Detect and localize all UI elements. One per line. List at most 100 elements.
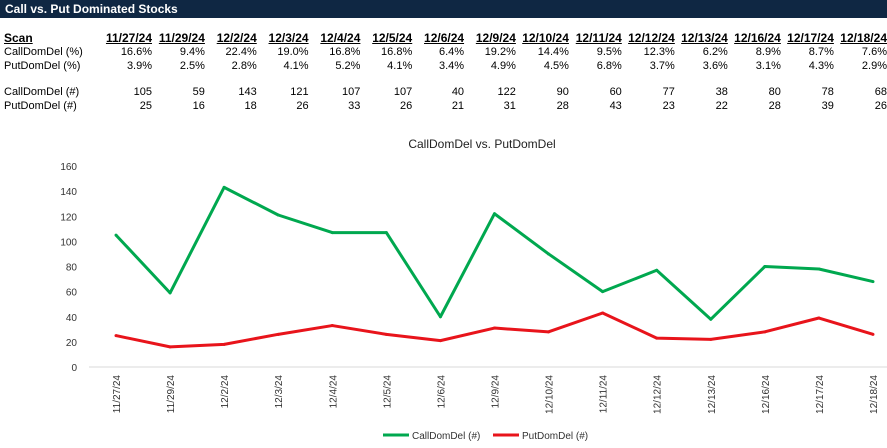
cell: 28 — [556, 100, 569, 112]
sheet-title: Call vs. Put Dominated Stocks — [0, 0, 887, 18]
table-row: CallDomDel (#) 105 59 143 121 107 107 40 122 90 60… — [0, 85, 887, 99]
date-header: 12/2/24 — [216, 30, 257, 45]
cell: 122 — [497, 86, 516, 98]
cell: 4.9% — [490, 60, 516, 72]
x-tick-label: 12/3/24 — [274, 375, 285, 409]
cell: 22.4% — [225, 46, 257, 58]
cell: 19.2% — [484, 46, 516, 58]
scan-label: Scan — [4, 30, 33, 45]
row-label: PutDomDel (#) — [4, 100, 77, 112]
data-point — [168, 291, 172, 295]
cell: 9.4% — [179, 46, 205, 58]
cell: 107 — [342, 86, 361, 98]
data-point — [547, 330, 551, 334]
legend-label: PutDomDel (#) — [522, 431, 588, 442]
data-point — [222, 342, 226, 346]
y-tick-label: 120 — [60, 212, 77, 223]
cell: 12.3% — [643, 46, 675, 58]
line-chart: CallDomDel vs. PutDomDel 0 20 40 60 80 100 120 1… — [60, 137, 887, 442]
data-point — [601, 311, 605, 315]
cell: 143 — [238, 86, 257, 98]
cell: 3.7% — [649, 60, 675, 72]
date-header: 12/3/24 — [268, 30, 309, 45]
y-tick-label: 40 — [66, 313, 78, 324]
data-point — [709, 317, 713, 321]
cell: 2.8% — [231, 60, 257, 72]
cell: 16.8% — [381, 46, 413, 58]
date-header: 12/6/24 — [424, 30, 465, 45]
data-point — [709, 337, 713, 341]
cell: 26 — [399, 100, 413, 112]
header-row: Scan 11/27/24 11/29/24 12/2/24 12/3/24 12/4/2… — [0, 30, 887, 45]
data-point — [763, 330, 767, 334]
date-header: 12/16/24 — [734, 30, 781, 45]
x-tick-label: 12/5/24 — [382, 375, 393, 409]
cell: 18 — [244, 100, 257, 112]
data-point — [763, 265, 767, 268]
table-row: PutDomDel (#) 25 16 18 26 33 26 21 31 28 43 23 22 28 3… — [0, 99, 887, 113]
chart-title: CallDomDel vs. PutDomDel — [408, 137, 555, 151]
cell: 9.5% — [596, 46, 622, 58]
cell: 8.9% — [755, 46, 781, 58]
date-header: 12/11/24 — [575, 30, 622, 45]
cell: 43 — [609, 100, 622, 112]
cell: 4.1% — [283, 60, 309, 72]
cell: 6.8% — [596, 60, 622, 72]
cell: 33 — [348, 100, 361, 112]
cell: 22 — [715, 100, 728, 112]
cell: 3.4% — [438, 60, 465, 72]
data-table: Scan 11/27/24 11/29/24 12/2/24 12/3/24 12/4/2… — [0, 30, 887, 113]
date-header: 12/4/24 — [320, 30, 361, 45]
cell: 78 — [821, 86, 834, 98]
cell: 5.2% — [335, 60, 361, 72]
cell: 25 — [139, 100, 153, 112]
date-header: 12/17/24 — [787, 30, 834, 45]
cell: 38 — [715, 86, 728, 98]
data-point — [384, 231, 388, 235]
y-tick-label: 60 — [66, 288, 78, 299]
x-tick-label: 12/11/24 — [599, 375, 610, 414]
date-header: 12/5/24 — [372, 30, 413, 45]
data-point — [601, 290, 605, 294]
cell: 90 — [556, 86, 569, 98]
cell: 121 — [290, 86, 309, 98]
table-row: PutDomDel (%) 3.9% 2.5% 2.8% 4.1% 5.2% 4.1% 3.4… — [0, 59, 887, 73]
data-point — [222, 185, 226, 189]
data-point — [817, 316, 821, 320]
data-point — [547, 252, 551, 256]
date-header: 12/18/24 — [840, 30, 887, 45]
cell: 6.4% — [438, 46, 465, 58]
y-tick-label: 0 — [71, 363, 77, 374]
cell: 68 — [874, 86, 887, 98]
data-point — [655, 336, 659, 340]
date-header: 12/12/24 — [628, 30, 675, 45]
x-tick-label: 11/27/24 — [112, 375, 123, 414]
y-tick-label: 20 — [66, 338, 78, 349]
cell: 60 — [609, 86, 622, 98]
date-header: 11/27/24 — [105, 30, 153, 45]
series-line-0 — [114, 185, 874, 321]
data-point — [438, 339, 442, 343]
cell: 80 — [768, 86, 781, 98]
x-tick-label: 12/2/24 — [220, 375, 231, 409]
data-point — [276, 213, 280, 217]
cell: 21 — [451, 100, 465, 112]
series-line-1 — [115, 311, 874, 349]
cell: 16.8% — [329, 46, 361, 58]
date-header: 12/9/24 — [475, 30, 516, 45]
x-tick-label: 12/10/24 — [545, 375, 556, 414]
data-point — [492, 326, 496, 330]
data-point — [871, 332, 875, 336]
date-header: 12/13/24 — [681, 30, 728, 45]
x-tick-label: 12/4/24 — [328, 375, 339, 409]
cell: 28 — [768, 100, 781, 112]
x-tick-label: 12/17/24 — [815, 375, 826, 414]
data-point — [168, 345, 172, 349]
cell: 8.7% — [808, 46, 834, 58]
data-point — [330, 231, 334, 235]
data-point — [114, 233, 118, 237]
cell: 31 — [503, 100, 516, 112]
x-tick-label: 12/6/24 — [436, 375, 447, 409]
cell: 40 — [451, 86, 465, 98]
cell: 6.2% — [702, 46, 728, 58]
